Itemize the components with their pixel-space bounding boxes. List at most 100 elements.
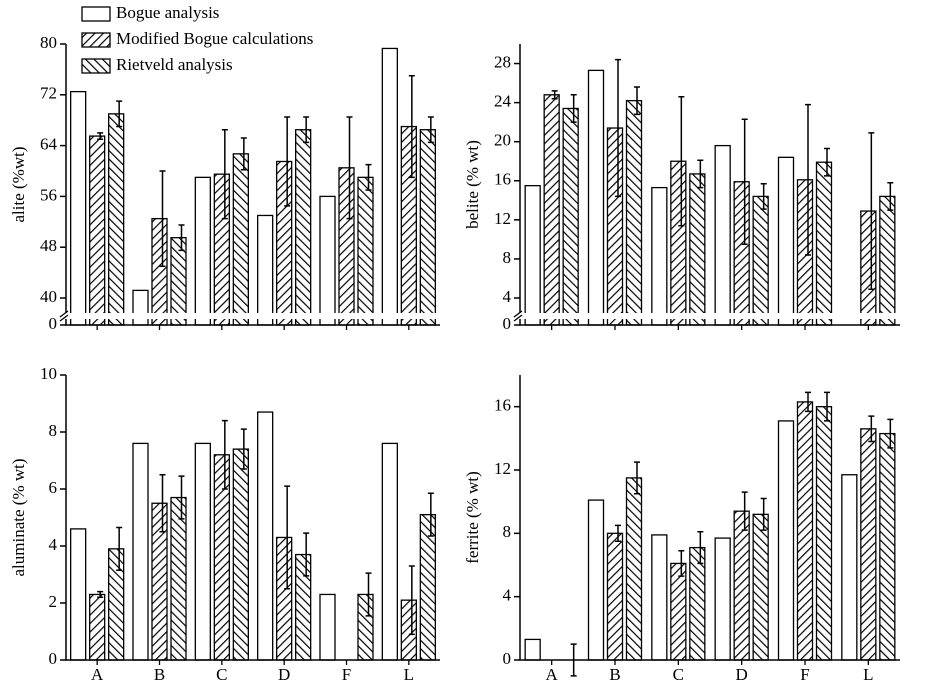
legend-swatch (81, 6, 111, 22)
bar (670, 160, 687, 326)
bar (132, 289, 149, 326)
y-tick-label: 12 (494, 209, 511, 228)
bar (543, 94, 560, 326)
error-bar (678, 550, 685, 577)
bar (587, 499, 605, 661)
y-tick-label: 16 (494, 396, 511, 415)
bar (587, 69, 605, 326)
y-tick-label: 40 (40, 287, 57, 306)
bar (524, 185, 541, 326)
error-bar (868, 415, 875, 443)
legend-label: Modified Bogue calculations (116, 29, 313, 48)
bar (151, 217, 168, 326)
y-tick-label: 4 (49, 535, 58, 554)
bar (400, 599, 417, 661)
bar (295, 553, 312, 661)
error-bar (346, 116, 353, 220)
legend-label: Rietveld analysis (116, 55, 233, 74)
error-bar (887, 418, 894, 449)
error-bar (221, 419, 228, 490)
y-tick-label: 8 (503, 522, 512, 541)
y-tick-label: 64 (40, 135, 58, 154)
bar (752, 513, 769, 661)
bar (651, 186, 668, 326)
bar (108, 113, 125, 326)
y-tick-label: 72 (40, 84, 57, 103)
x-tick-label: C (216, 665, 227, 684)
x-tick-label: D (736, 665, 748, 684)
legend-swatch (81, 58, 111, 74)
error-bar (887, 181, 894, 211)
x-tick-label: A (91, 665, 104, 684)
error-bar (221, 128, 228, 220)
bar (357, 593, 374, 661)
y-tick-label: 20 (494, 131, 511, 150)
y-tick-label: 6 (49, 478, 58, 497)
bar (194, 442, 211, 661)
bar (651, 534, 668, 661)
axis (65, 44, 440, 326)
y-tick-label: 12 (494, 459, 511, 478)
bar (89, 135, 106, 326)
bar (70, 528, 87, 661)
x-tick-label: C (673, 665, 684, 684)
bar (625, 100, 643, 326)
bar (860, 428, 877, 661)
bar (815, 406, 833, 661)
error-bar (240, 428, 247, 470)
bar (879, 195, 896, 326)
error-bar (678, 96, 685, 227)
bar (132, 442, 149, 661)
bar (381, 47, 398, 326)
error-bar (303, 116, 310, 144)
x-tick-label: L (404, 665, 414, 684)
axis (519, 44, 900, 326)
y-tick-label: 24 (494, 92, 512, 111)
bar (357, 176, 374, 326)
bar (860, 210, 877, 326)
bar (777, 156, 795, 326)
error-bar (741, 118, 748, 246)
error-bar (159, 474, 166, 533)
y-axis-label: ferrite (% wt) (463, 471, 482, 564)
bar (625, 477, 643, 661)
error-bar (365, 163, 372, 191)
error-bar (615, 524, 621, 542)
error-bar (97, 132, 104, 140)
x-tick-label: F (342, 665, 351, 684)
y-tick-label: 0 (49, 649, 58, 668)
y-tick-label: 4 (503, 287, 512, 306)
legend-label: Bogue analysis (116, 3, 219, 22)
error-bar (760, 182, 767, 210)
error-bar (615, 58, 621, 198)
bar (338, 167, 355, 326)
y-tick-label: 8 (503, 248, 512, 267)
bar (606, 127, 624, 326)
bar (213, 173, 230, 326)
axis (519, 375, 900, 661)
bar (232, 448, 249, 661)
bar (108, 548, 125, 661)
bar (257, 214, 274, 326)
error-bar (634, 461, 640, 495)
bar (381, 442, 398, 661)
y-tick-label: 0 (503, 314, 512, 333)
error-bar (116, 526, 123, 571)
y-axis-label: alite (%wt) (9, 147, 28, 223)
error-bar (741, 491, 748, 531)
bar (879, 432, 896, 661)
y-axis-label: aluminate (% wt) (9, 458, 28, 576)
error-bar (408, 75, 415, 179)
bar (276, 160, 293, 326)
error-bar (284, 485, 291, 590)
x-tick-label: D (278, 665, 290, 684)
error-bar (178, 475, 185, 520)
y-tick-label: 10 (40, 364, 57, 383)
axis-break (518, 313, 900, 319)
x-tick-label: B (609, 665, 620, 684)
error-bar (178, 224, 185, 252)
error-bar (427, 116, 434, 144)
error-bar (116, 100, 123, 128)
bar (319, 593, 336, 661)
axis-break (64, 313, 440, 319)
